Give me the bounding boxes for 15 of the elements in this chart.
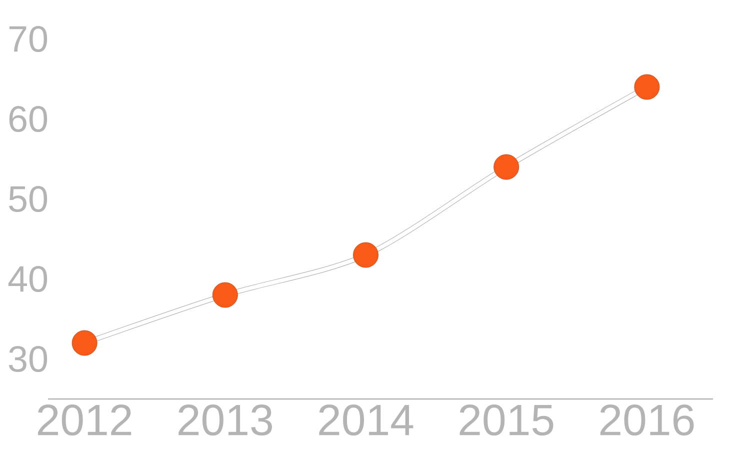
y-tick-label: 70	[9, 26, 48, 52]
x-tick-label: 2014	[319, 404, 414, 436]
y-tick-label: 30	[8, 346, 48, 372]
x-tick-label: 2015	[460, 404, 554, 436]
point	[72, 330, 98, 356]
x-tick-label: 2013	[178, 404, 272, 436]
y-tick-label: 50	[8, 186, 48, 212]
x-tick-label: 2012	[38, 404, 132, 436]
x-tick-label: 2016	[600, 404, 694, 436]
point	[634, 74, 660, 100]
y-tick-label: 60	[9, 106, 48, 132]
y-tick-label: 40	[8, 266, 48, 292]
point	[212, 282, 238, 308]
point	[353, 242, 378, 268]
point	[494, 154, 520, 180]
